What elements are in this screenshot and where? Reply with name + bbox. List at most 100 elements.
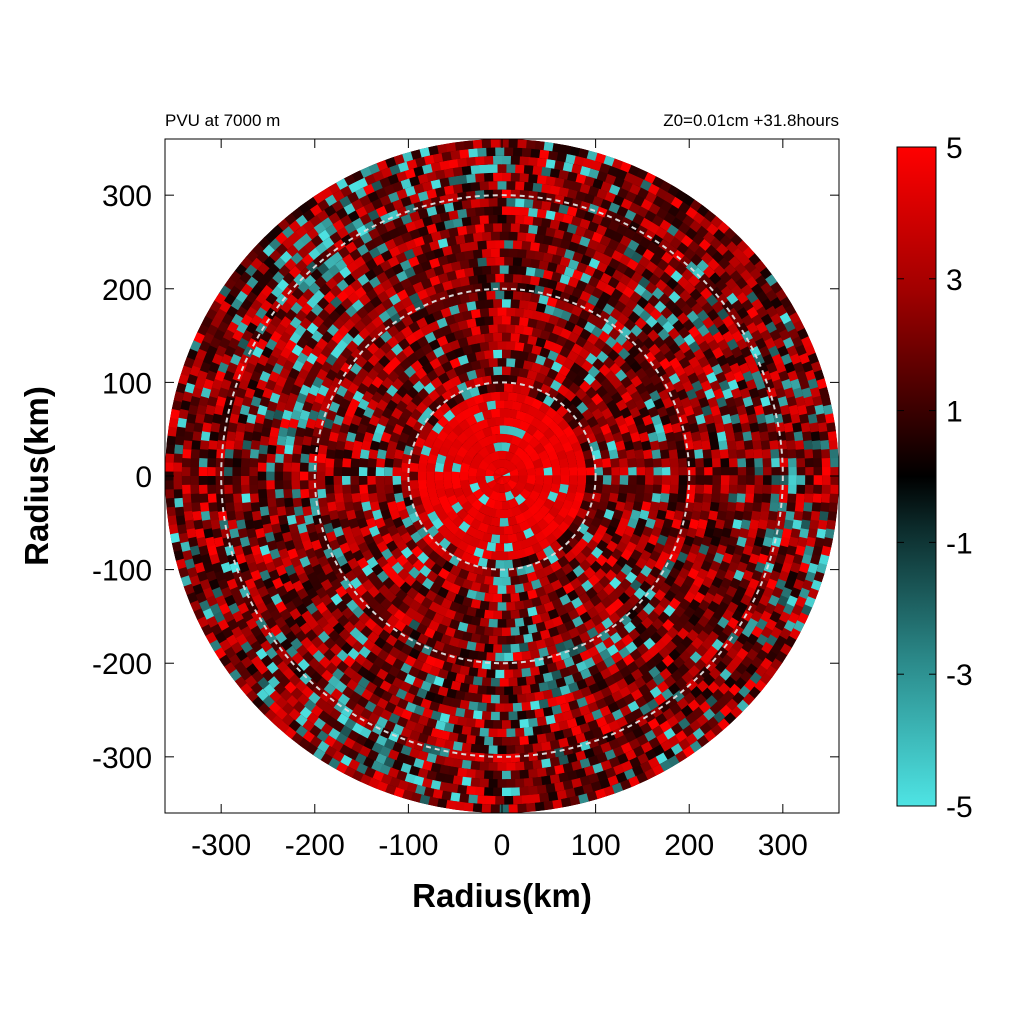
field-cell [317, 384, 330, 397]
field-cell [769, 501, 779, 512]
field-cell [488, 779, 499, 788]
field-cell [543, 466, 553, 476]
field-cell [525, 266, 536, 277]
field-cell [497, 636, 508, 645]
field-cell [466, 751, 477, 762]
field-cell [803, 501, 813, 512]
field-cell [501, 206, 511, 215]
field-cell [535, 604, 547, 615]
colorbar-tick-label: 3 [946, 264, 963, 297]
field-cell [612, 431, 624, 443]
field-cell [526, 318, 538, 329]
field-cell [678, 567, 691, 580]
field-cell [344, 406, 357, 419]
field-cell [463, 284, 475, 295]
field-cell [493, 576, 503, 586]
field-cell [325, 531, 337, 543]
field-cell [554, 299, 567, 310]
field-cell [546, 368, 559, 380]
field-cell [325, 409, 337, 422]
field-cell [484, 626, 495, 636]
field-cell [517, 803, 528, 813]
field-cell [630, 508, 641, 521]
field-cell [345, 509, 357, 521]
field-cell [787, 484, 797, 494]
field-cell [711, 457, 721, 468]
field-cell [499, 551, 510, 561]
field-cell [478, 358, 490, 369]
field-cell [431, 310, 444, 322]
field-cell [720, 475, 730, 485]
field-cell [652, 457, 662, 468]
field-cell [692, 404, 704, 417]
field-cell [485, 147, 496, 157]
field-cell [284, 540, 296, 552]
field-cell [401, 423, 414, 436]
field-cell [673, 430, 684, 442]
field-cell [520, 257, 532, 268]
field-cell [461, 776, 473, 787]
field-cell [712, 526, 724, 539]
field-cell [481, 265, 492, 275]
field-cell [508, 443, 519, 455]
field-cell [416, 651, 429, 664]
field-cell [207, 449, 217, 460]
field-cell [182, 449, 192, 460]
field-cell [494, 469, 502, 476]
field-cell [505, 181, 516, 190]
field-cell [804, 457, 814, 468]
field-cell [778, 492, 788, 503]
field-cell [656, 431, 667, 443]
field-cell [720, 457, 730, 468]
field-cell [574, 491, 585, 503]
field-cell [249, 484, 259, 495]
field-cell [651, 448, 662, 459]
field-cell [493, 627, 503, 637]
field-cell [457, 302, 469, 314]
field-cell [526, 405, 539, 417]
field-cell [651, 525, 663, 538]
field-cell [606, 439, 617, 451]
field-cell [725, 430, 736, 442]
field-cell [662, 517, 674, 529]
field-cell [623, 439, 635, 451]
field-cell [497, 728, 508, 738]
field-cell [485, 273, 496, 283]
field-cell [493, 770, 503, 780]
field-cell [538, 347, 551, 359]
field-cell [462, 614, 474, 625]
field-cell [472, 676, 484, 686]
field-cell [560, 630, 573, 642]
field-cell [232, 458, 242, 468]
field-cell [644, 541, 656, 554]
field-cell [501, 172, 511, 182]
field-cell [692, 501, 703, 512]
field-cell [515, 376, 527, 387]
field-cell [514, 181, 525, 191]
field-cell [583, 264, 596, 277]
field-cell [503, 482, 513, 493]
field-cell [436, 623, 449, 635]
field-cell [509, 316, 520, 326]
field-cell [536, 157, 547, 168]
field-cell [534, 337, 547, 348]
field-cell [796, 466, 806, 476]
field-cell [476, 257, 487, 267]
field-cell [503, 459, 513, 470]
field-cell [554, 281, 567, 293]
field-cell [584, 675, 597, 687]
field-cell [207, 458, 217, 468]
field-cell [249, 476, 258, 486]
field-cell [323, 418, 334, 430]
field-cell [487, 164, 498, 173]
field-cell [674, 534, 686, 547]
field-cell [375, 458, 386, 469]
field-cell [518, 333, 529, 344]
field-cell [680, 543, 692, 555]
field-cell [442, 661, 454, 672]
field-cell [174, 444, 184, 455]
field-cell [501, 332, 511, 342]
field-cell [504, 490, 516, 501]
field-cell [459, 665, 471, 676]
field-cell [487, 214, 498, 224]
